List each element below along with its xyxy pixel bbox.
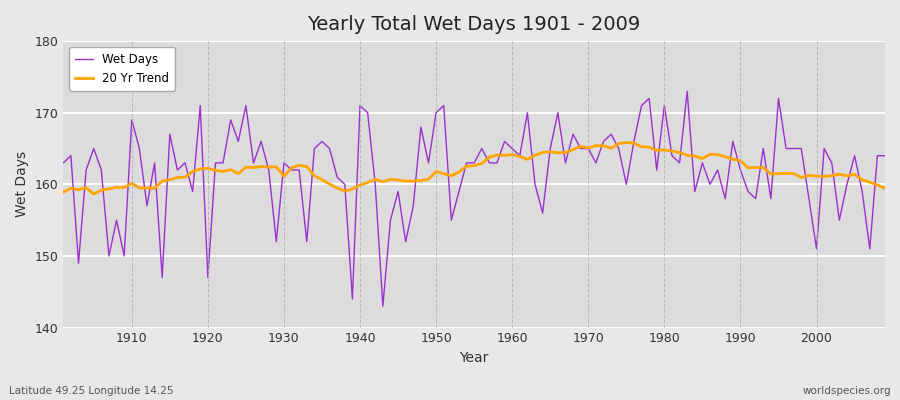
20 Yr Trend — [507, 152, 517, 157]
Wet Days — [58, 160, 68, 165]
Title: Yearly Total Wet Days 1901 - 2009: Yearly Total Wet Days 1901 - 2009 — [308, 15, 641, 34]
Wet Days — [879, 153, 890, 158]
Wet Days — [606, 132, 616, 137]
Line: 20 Yr Trend: 20 Yr Trend — [63, 142, 885, 194]
20 Yr Trend — [621, 140, 632, 145]
20 Yr Trend — [126, 181, 137, 186]
Wet Days — [377, 304, 388, 308]
Wet Days — [119, 254, 130, 258]
20 Yr Trend — [339, 189, 350, 194]
Wet Days — [515, 153, 526, 158]
20 Yr Trend — [606, 146, 616, 150]
20 Yr Trend — [58, 190, 68, 195]
20 Yr Trend — [879, 186, 890, 191]
Line: Wet Days: Wet Days — [63, 91, 885, 306]
Wet Days — [286, 168, 297, 172]
Wet Days — [682, 89, 693, 94]
Wet Days — [507, 146, 517, 151]
X-axis label: Year: Year — [460, 351, 489, 365]
Y-axis label: Wet Days: Wet Days — [15, 151, 29, 218]
20 Yr Trend — [515, 154, 526, 159]
Text: Latitude 49.25 Longitude 14.25: Latitude 49.25 Longitude 14.25 — [9, 386, 174, 396]
Legend: Wet Days, 20 Yr Trend: Wet Days, 20 Yr Trend — [69, 47, 176, 91]
20 Yr Trend — [88, 192, 99, 196]
20 Yr Trend — [293, 163, 304, 168]
Text: worldspecies.org: worldspecies.org — [803, 386, 891, 396]
Wet Days — [332, 175, 343, 180]
